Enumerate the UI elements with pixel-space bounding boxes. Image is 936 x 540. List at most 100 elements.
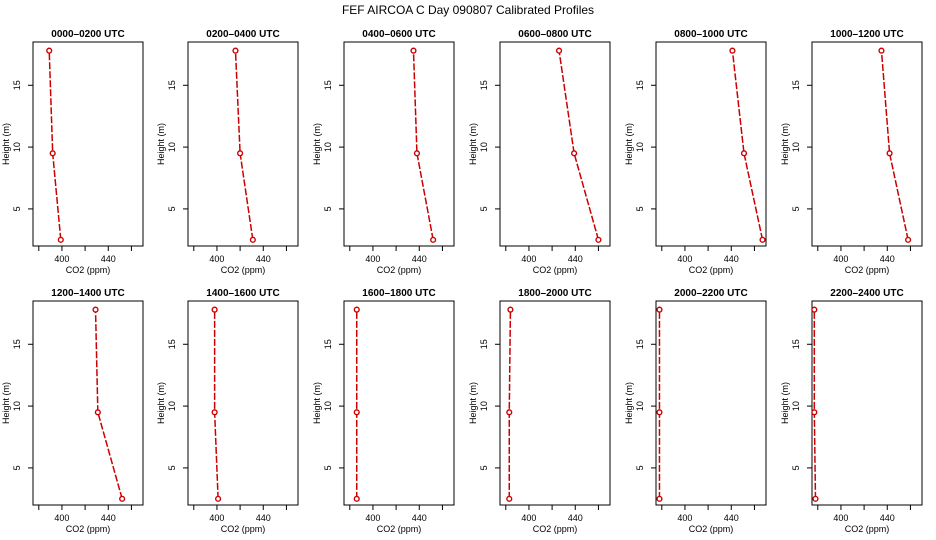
y-tick-label: 15 xyxy=(791,80,801,90)
profile-point xyxy=(353,409,360,416)
x-tick-label: 400 xyxy=(365,513,380,523)
panel-title: 1400–1600 UTC xyxy=(206,288,279,299)
y-tick-label: 15 xyxy=(635,339,645,349)
profile-point xyxy=(595,236,602,243)
plot-frame xyxy=(655,41,767,247)
y-tick-label: 15 xyxy=(12,339,22,349)
x-tick-label: 400 xyxy=(677,254,692,264)
x-tick-label: 400 xyxy=(833,254,848,264)
panel-title: 1200–1400 UTC xyxy=(51,288,124,299)
profile-point xyxy=(413,150,421,157)
panel-title: 0000–0200 UTC xyxy=(51,29,124,40)
y-axis-label: Height (m) xyxy=(780,123,790,165)
profile-line xyxy=(234,50,254,240)
x-tick-label: 400 xyxy=(54,254,69,264)
y-axis-label: Height (m) xyxy=(312,123,322,165)
plot-frame xyxy=(811,300,923,506)
plot-frame xyxy=(343,300,455,506)
y-tick-label: 15 xyxy=(323,339,333,349)
profile-line xyxy=(813,309,817,499)
profile-point xyxy=(886,150,893,157)
y-axis-label: Height (m) xyxy=(1,123,11,165)
profile-line xyxy=(213,309,219,499)
profile-point xyxy=(46,47,53,54)
plot-frame xyxy=(499,41,611,247)
profile-point xyxy=(812,495,819,502)
x-tick-label: 400 xyxy=(521,254,536,264)
profile-point xyxy=(119,495,126,502)
x-axis-label: CO2 (ppm) xyxy=(533,265,578,275)
y-axis-label: Height (m) xyxy=(780,382,790,424)
y-tick-label: 10 xyxy=(479,142,489,152)
profile-point xyxy=(811,306,818,313)
y-axis-label: Height (m) xyxy=(312,382,322,424)
profile-line xyxy=(731,50,764,240)
plot-frame xyxy=(187,300,299,506)
panel-title: 2200–2400 UTC xyxy=(830,288,903,299)
y-tick-label: 5 xyxy=(12,465,22,470)
profile-point xyxy=(740,150,748,157)
x-tick-label: 400 xyxy=(209,254,224,264)
profile-point xyxy=(94,409,101,416)
x-tick-label: 440 xyxy=(724,254,739,264)
x-tick-label: 440 xyxy=(568,513,583,523)
x-axis-label: CO2 (ppm) xyxy=(533,524,578,534)
y-tick-label: 15 xyxy=(635,80,645,90)
x-tick-label: 400 xyxy=(209,513,224,523)
y-tick-label: 5 xyxy=(167,465,177,470)
plot-frame xyxy=(32,300,144,506)
profile-point xyxy=(237,150,244,157)
profile-point xyxy=(729,47,736,54)
plot-frame xyxy=(343,41,455,247)
y-axis-label: Height (m) xyxy=(468,382,478,424)
profile-point xyxy=(878,47,885,54)
x-axis-label: CO2 (ppm) xyxy=(221,265,266,275)
profile-point xyxy=(57,236,64,243)
profile-point xyxy=(555,47,563,54)
panel-title: 0800–1000 UTC xyxy=(674,29,747,40)
x-tick-label: 440 xyxy=(568,254,583,264)
panel-title: 2000–2200 UTC xyxy=(674,288,747,299)
x-axis-label: CO2 (ppm) xyxy=(377,524,422,534)
panel-title: 1600–1800 UTC xyxy=(362,288,435,299)
figure-title: FEF AIRCOA C Day 090807 Calibrated Profi… xyxy=(342,3,594,17)
profile-point xyxy=(410,47,417,54)
profile-point xyxy=(353,306,360,313)
y-tick-label: 10 xyxy=(323,401,333,411)
x-tick-label: 440 xyxy=(412,513,427,523)
y-axis-label: Height (m) xyxy=(156,123,166,165)
profile-point xyxy=(656,495,663,502)
y-tick-label: 5 xyxy=(635,465,645,470)
plot-frame xyxy=(811,41,923,247)
y-tick-label: 10 xyxy=(791,401,801,411)
profile-line xyxy=(508,309,512,499)
x-axis-label: CO2 (ppm) xyxy=(689,265,734,275)
y-tick-label: 5 xyxy=(323,465,333,470)
y-tick-label: 5 xyxy=(323,206,333,211)
x-tick-label: 440 xyxy=(412,254,427,264)
y-tick-label: 15 xyxy=(167,80,177,90)
y-tick-label: 5 xyxy=(479,465,489,470)
profile-point xyxy=(506,409,513,416)
x-tick-label: 440 xyxy=(256,254,271,264)
y-tick-label: 5 xyxy=(167,206,177,211)
profile-point xyxy=(811,409,818,416)
profile-point xyxy=(759,236,766,243)
profile-point xyxy=(353,495,360,502)
profile-point xyxy=(211,409,218,416)
profile-point xyxy=(506,495,513,502)
x-axis-label: CO2 (ppm) xyxy=(689,524,734,534)
x-tick-label: 400 xyxy=(521,513,536,523)
profile-point xyxy=(571,150,578,157)
profile-line xyxy=(558,50,600,241)
profile-point xyxy=(430,236,437,243)
